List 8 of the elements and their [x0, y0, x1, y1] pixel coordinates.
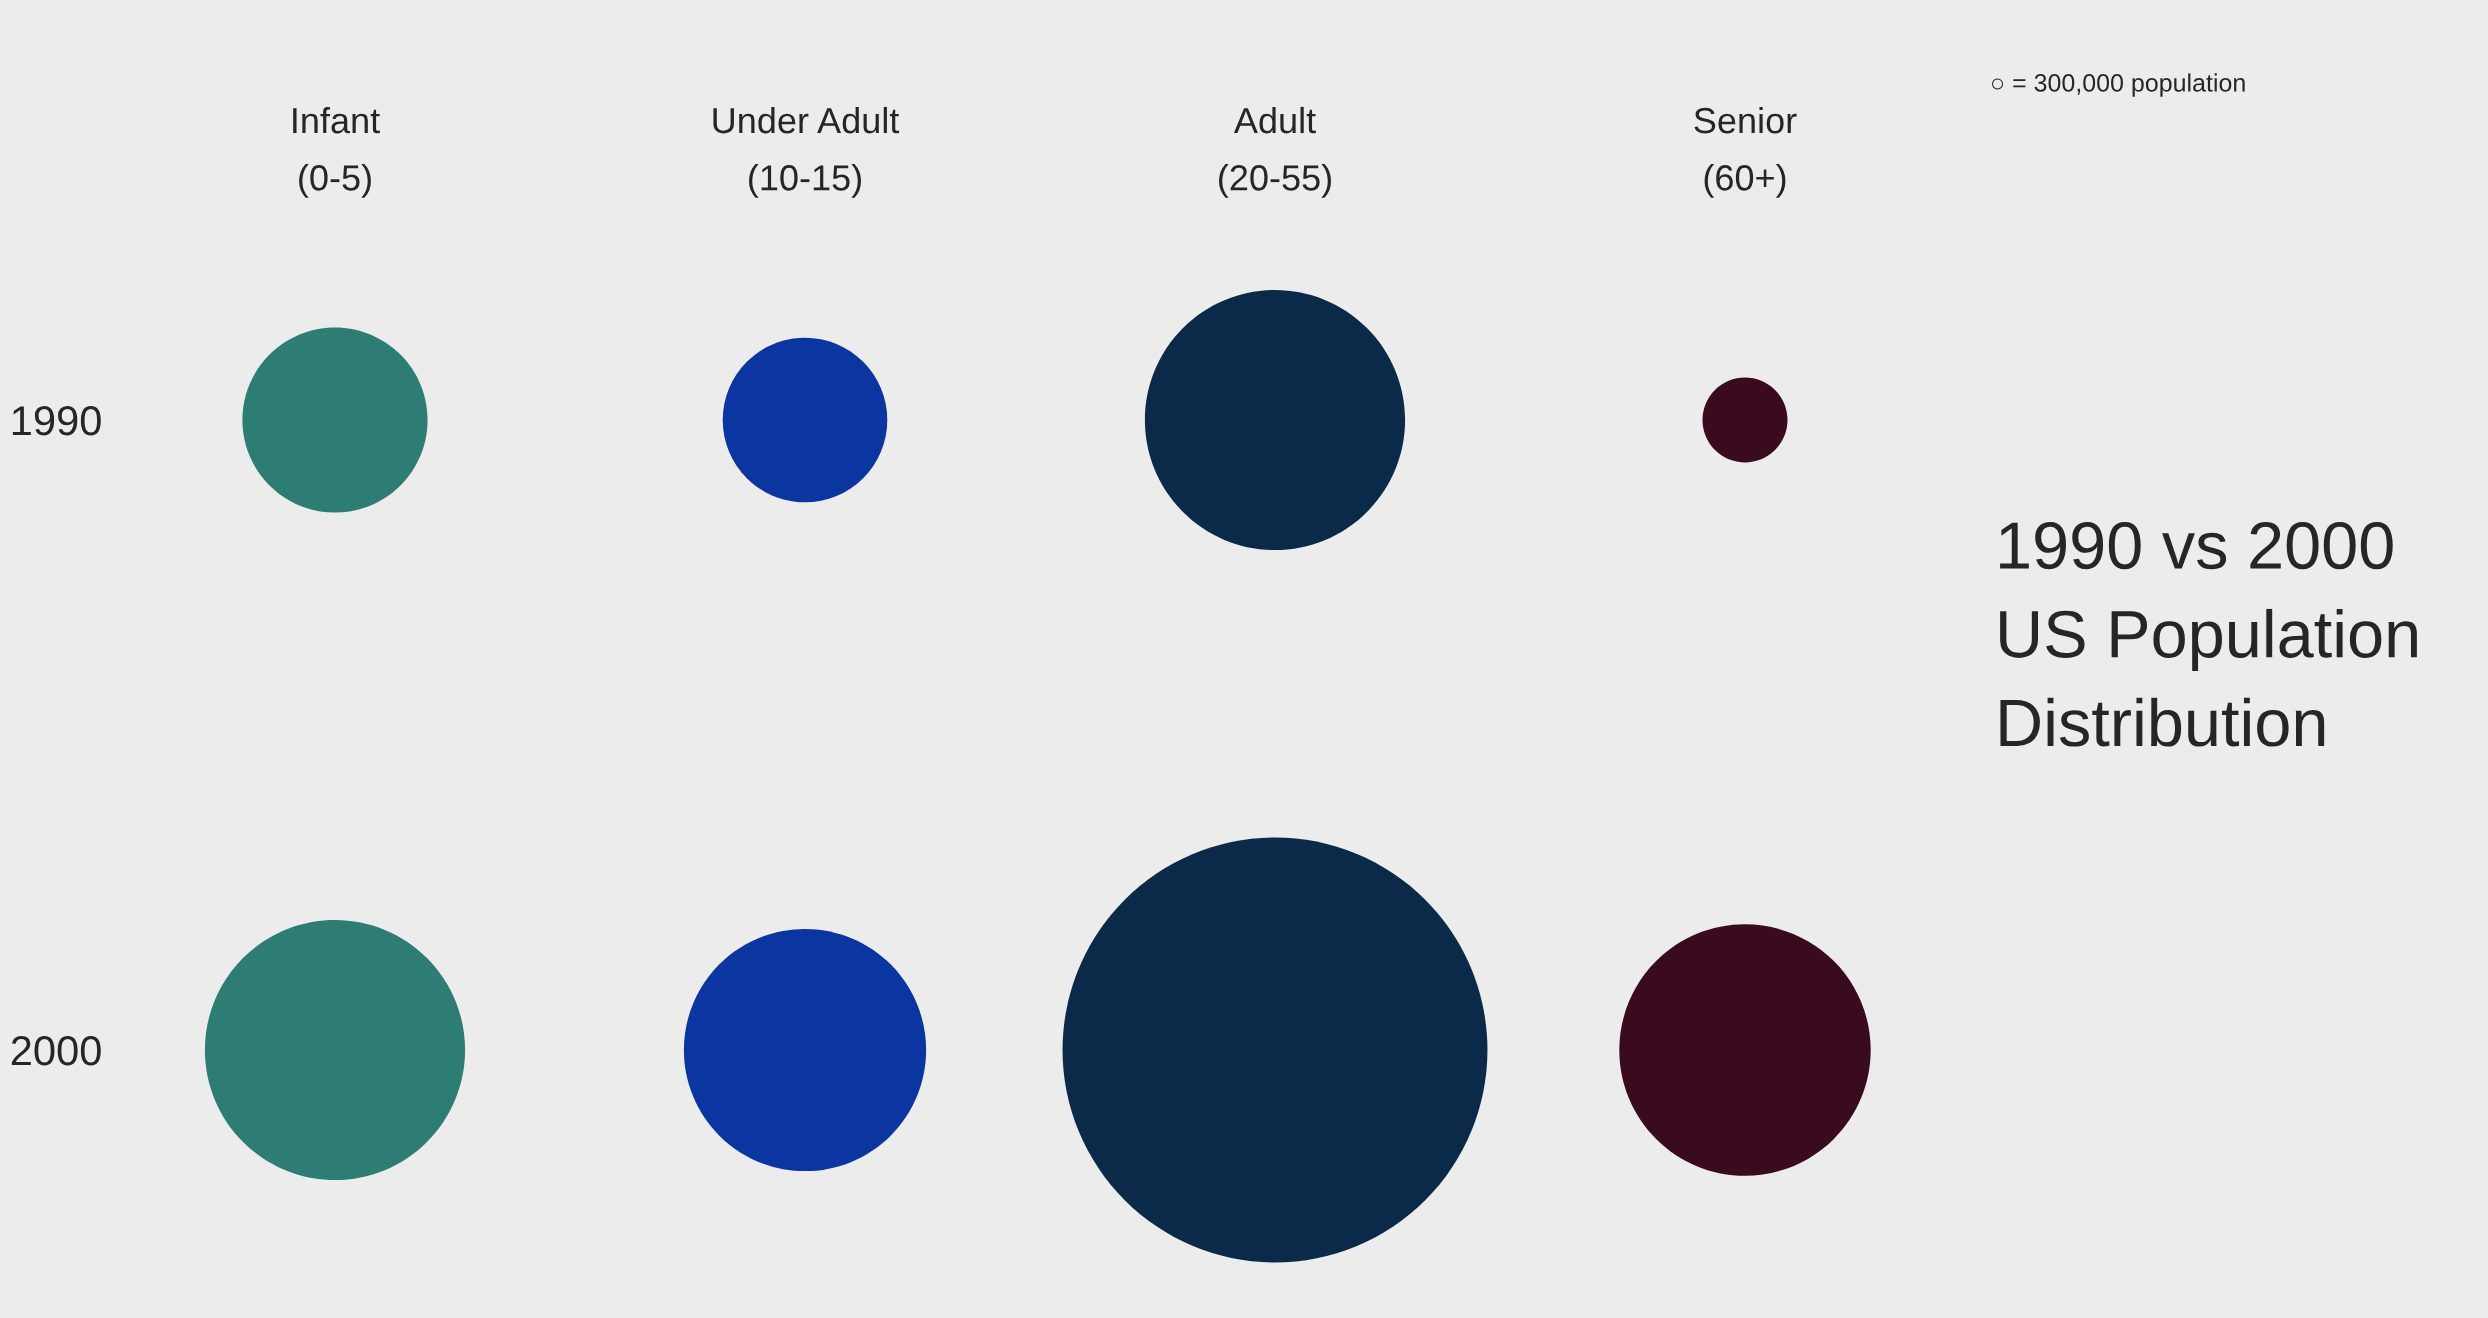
y-tick-label: 2000 — [11, 1036, 101, 1066]
text: 1990 vs 2000 US Population Distribution — [2000, 521, 2417, 747]
x-tick-label: Senior (60+) — [1694, 106, 1797, 198]
x-tick-label: Infant (0-5) — [293, 106, 380, 198]
x-tick-label: Under Adult (10-15) — [713, 106, 900, 198]
text: ○ = 300,000 population — [1992, 73, 2245, 97]
x-tick-label: Adult (20-55) — [1219, 106, 1331, 198]
y-tick-label: 1990 — [12, 406, 101, 436]
